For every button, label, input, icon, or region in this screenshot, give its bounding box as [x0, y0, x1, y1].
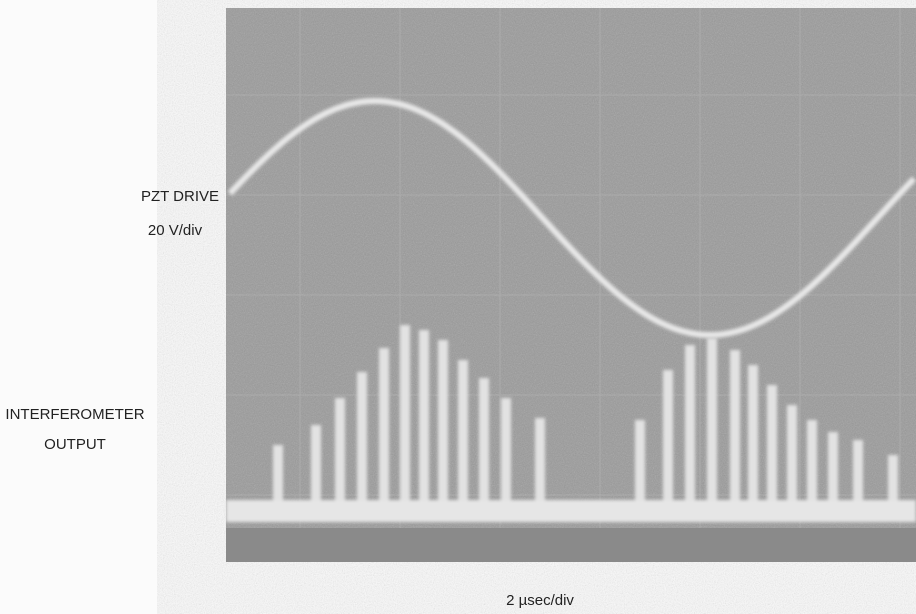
fringe-spike — [787, 405, 797, 510]
figure: PZT DRIVE 20 V/div INTERFEROMETER OUTPUT… — [0, 0, 916, 614]
fringe-spike — [419, 330, 429, 510]
fringe-spike — [853, 440, 863, 510]
fringe-spike — [828, 432, 838, 510]
fringe-spike — [663, 370, 673, 510]
lower-band — [226, 528, 916, 562]
time-scale: 2 µsec/div — [470, 592, 610, 609]
pzt-label: PZT DRIVE — [130, 188, 230, 205]
fringe-spike — [438, 340, 448, 510]
fringe-spike — [748, 365, 758, 510]
fringe-spike — [767, 385, 777, 510]
interferometer-label: INTERFEROMETER — [0, 406, 150, 423]
fringe-spike — [501, 398, 511, 510]
fringe-spike — [807, 420, 817, 510]
fringe-spike — [357, 372, 367, 510]
fringe-spike — [311, 425, 321, 510]
interferometer-label: OUTPUT — [0, 436, 150, 453]
fringe-spike — [335, 398, 345, 510]
scope-photo — [0, 0, 916, 614]
pzt-scale: 20 V/div — [120, 222, 230, 239]
fringe-spike — [685, 345, 695, 510]
fringe-spike — [730, 350, 740, 510]
fringe-spike — [400, 325, 410, 510]
fringe-spike — [535, 418, 545, 510]
fringe-spike — [458, 360, 468, 510]
fringe-spike — [707, 338, 717, 510]
fringe-spike — [479, 378, 489, 510]
baseline-trace — [226, 500, 916, 522]
fringe-spike — [635, 420, 645, 510]
fringe-spike — [379, 348, 389, 510]
